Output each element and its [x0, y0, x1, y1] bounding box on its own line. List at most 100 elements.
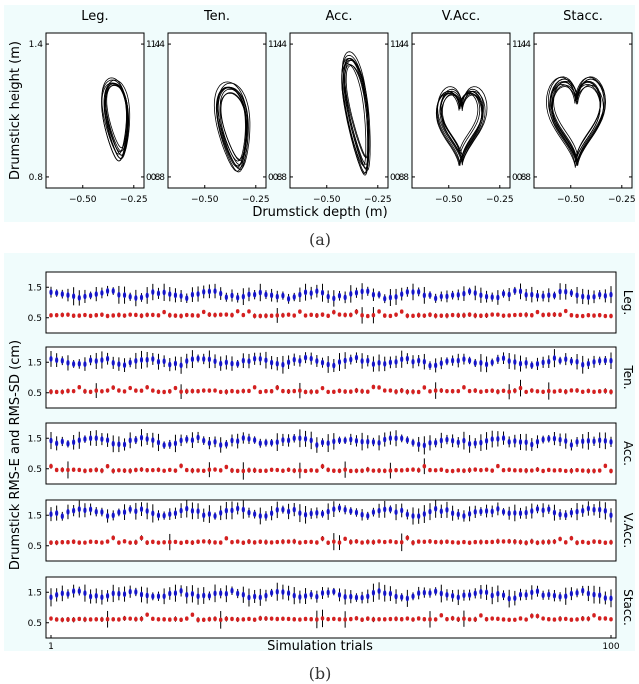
rms-e-point [66, 292, 70, 299]
rms-sd-point [207, 539, 212, 544]
rms-e-point [462, 592, 466, 599]
rms-sd-point [49, 540, 53, 545]
rms-e-point [122, 362, 127, 369]
x-axis-label: Drumstick depth (m) [252, 205, 387, 220]
rms-e-point [524, 359, 528, 366]
rms-e-point [253, 291, 257, 298]
rms-sd-point [467, 467, 472, 473]
rms-e-point [383, 360, 387, 367]
rms-e-point [134, 357, 138, 364]
rms-e-point [196, 593, 200, 600]
rms-e-point [422, 589, 426, 596]
rms-e-point [298, 510, 302, 517]
rms-e-point [490, 359, 494, 366]
rms-sd-point [360, 313, 364, 318]
rms-sd-point [66, 617, 70, 622]
rms-e-point [173, 292, 178, 299]
rms-sd-point [348, 468, 353, 474]
rms-sd-point [303, 313, 308, 318]
rms-e-point [552, 435, 557, 442]
rms-e-point [451, 292, 455, 299]
rms-sd-point [332, 539, 336, 544]
rms-e-point [173, 440, 178, 447]
rms-e-point [122, 509, 127, 516]
rms-e-point [315, 442, 319, 449]
row-frame [45, 576, 617, 639]
rms-sd-point [286, 312, 291, 317]
rms-sd-point [541, 312, 545, 318]
rms-sd-point [592, 389, 596, 395]
rms-sd-point [450, 468, 455, 474]
rms-sd-point [213, 540, 217, 545]
rms-sd-point [365, 389, 370, 394]
rms-sd-point [445, 539, 449, 544]
rms-e-point [236, 590, 240, 597]
rms-e-point [202, 592, 206, 599]
rms-sd-point [416, 389, 421, 395]
rms-sd-point [162, 468, 166, 473]
rms-e-point [547, 435, 551, 442]
rms-e-point [105, 355, 110, 362]
rms-e-point [72, 293, 76, 300]
rms-e-point [156, 358, 161, 365]
rms-e-point [535, 505, 540, 512]
rms-sd-point [235, 309, 240, 314]
rms-e-point [83, 436, 87, 443]
rms-e-point [88, 292, 93, 299]
rms-e-point [400, 291, 404, 298]
y-tick-label: 0.5 [28, 389, 42, 399]
rms-sd-point [377, 539, 381, 544]
rms-sd-point [552, 312, 557, 317]
rms-e-point [332, 362, 336, 369]
rms-e-point [190, 437, 195, 444]
y-tick-label: 0.8 [151, 173, 166, 183]
rms-sd-point [439, 613, 444, 618]
rms-sd-point [609, 389, 613, 395]
rms-e-point [241, 434, 245, 441]
rms-sd-point [309, 617, 314, 622]
rms-sd-point [94, 617, 99, 622]
rms-sd-point [518, 539, 523, 545]
rms-e-point [281, 436, 285, 443]
rms-e-point [484, 589, 489, 596]
rms-sd-point [433, 313, 438, 318]
rms-e-point [275, 293, 279, 300]
rms-e-point [202, 288, 206, 295]
rms-sd-point [546, 388, 551, 394]
rms-e-point [292, 506, 296, 513]
row-frame [45, 271, 617, 334]
rms-sd-point [377, 385, 381, 390]
rms-sd-point [167, 539, 172, 545]
rms-sd-point [230, 539, 234, 545]
rms-sd-point [258, 616, 263, 621]
rms-e-point [603, 437, 607, 444]
rms-e-point [383, 436, 387, 443]
rms-sd-point [513, 539, 517, 544]
rms-sd-point [173, 539, 178, 545]
rms-e-point [122, 441, 127, 448]
rms-e-point [417, 590, 421, 597]
rms-e-point [501, 355, 506, 362]
rms-sd-point [201, 388, 206, 393]
rms-e-point [586, 505, 590, 512]
rms-sd-point [111, 385, 116, 390]
rms-sd-point [235, 617, 240, 622]
rms-sd-point [71, 467, 76, 472]
rms-sd-point [184, 467, 189, 473]
y-tick-label: 1.5 [28, 588, 42, 598]
rms-e-point [411, 358, 415, 365]
rms-e-point [479, 508, 483, 515]
rms-e-point [581, 507, 585, 514]
rms-sd-point [535, 389, 540, 394]
rms-sd-point [252, 617, 257, 622]
rms-e-point [581, 587, 585, 594]
rms-e-point [241, 591, 245, 598]
rms-sd-point [167, 467, 172, 473]
rms-sd-point [569, 617, 574, 622]
rms-sd-point [162, 389, 166, 395]
rms-e-point [128, 588, 132, 595]
rms-e-point [105, 288, 110, 295]
rms-e-point [501, 290, 506, 297]
rms-sd-point [535, 467, 540, 472]
y-tick-label-right: 1.4 [512, 40, 527, 50]
